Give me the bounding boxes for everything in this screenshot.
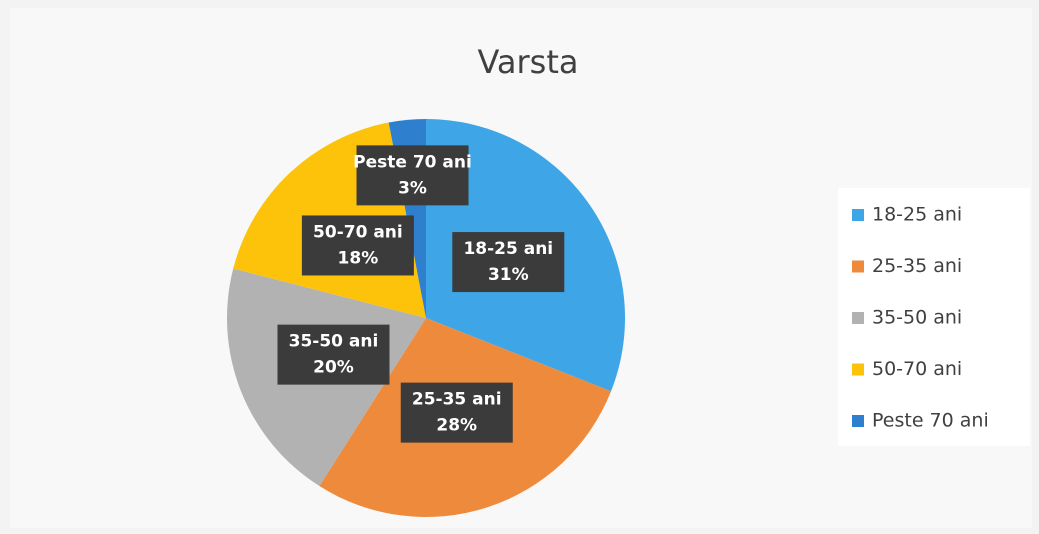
data-label-name: Peste 70 ani xyxy=(353,152,472,172)
legend-box xyxy=(838,188,1030,446)
data-label: 25-35 ani 28% xyxy=(400,382,513,443)
data-label-value: 28% xyxy=(436,416,477,436)
data-label-value: 3% xyxy=(398,178,427,198)
data-label-value: 31% xyxy=(488,265,529,285)
data-label-name: 35-50 ani xyxy=(289,332,379,352)
legend-swatch xyxy=(852,363,864,376)
legend-label: 35-50 ani xyxy=(872,307,962,329)
legend-swatch xyxy=(852,260,864,273)
legend-swatch xyxy=(852,415,864,427)
data-label: Peste 70 ani 3% xyxy=(353,145,472,206)
legend-label: 50-70 ani xyxy=(872,358,962,380)
data-label-name: 18-25 ani xyxy=(463,239,553,259)
data-label-name: 50-70 ani xyxy=(313,222,403,242)
chart-title: Varsta xyxy=(478,43,579,81)
legend-label: 18-25 ani xyxy=(872,204,962,226)
legend-swatch xyxy=(852,209,864,221)
legend-swatch xyxy=(852,312,864,324)
legend-label: 25-35 ani xyxy=(872,255,962,277)
data-label-name: 25-35 ani xyxy=(412,390,502,410)
data-label-box xyxy=(277,324,390,385)
data-label-box xyxy=(301,215,414,276)
data-label-value: 20% xyxy=(313,358,354,378)
data-label-box xyxy=(356,145,469,206)
data-label: 50-70 ani 18% xyxy=(301,215,414,276)
data-label: 18-25 ani 31% xyxy=(452,232,565,293)
legend-label: Peste 70 ani xyxy=(872,410,989,432)
data-label-value: 18% xyxy=(338,248,379,268)
data-label-box xyxy=(400,382,513,443)
data-label-box xyxy=(452,232,565,293)
data-label: 35-50 ani 20% xyxy=(277,324,390,385)
